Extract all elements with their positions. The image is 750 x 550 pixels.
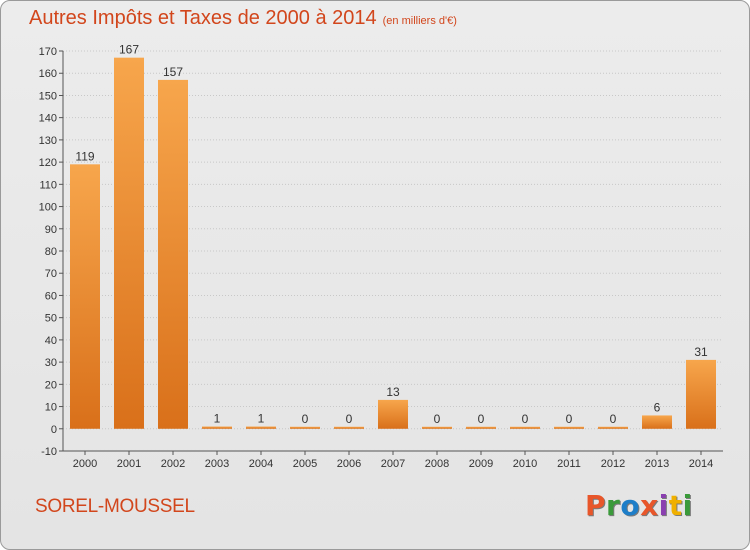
y-tick-label: 110	[39, 179, 57, 191]
commune-name: SOREL-MOUSSEL	[35, 496, 195, 517]
data-label-2000: 119	[75, 149, 94, 163]
bar-2003	[202, 426, 232, 429]
x-tick-label-2003: 2003	[205, 458, 229, 470]
logo-letter: i	[658, 489, 669, 522]
bar-2002	[158, 79, 188, 429]
y-tick-label: -10	[41, 446, 57, 458]
x-tick-label-2012: 2012	[601, 458, 625, 470]
bar-2013	[642, 415, 672, 429]
x-tick-label-2006: 2006	[337, 458, 361, 470]
axes: -100102030405060708090100110120130140150…	[39, 46, 723, 470]
y-tick-label: 70	[45, 268, 57, 280]
data-label-2014: 31	[694, 345, 708, 359]
logo-letter: r	[606, 489, 621, 522]
y-tick-label: 80	[45, 246, 57, 258]
y-tick-label: 60	[45, 290, 57, 302]
y-tick-label: 130	[39, 135, 57, 147]
proxiti-logo[interactable]: Proxiti	[585, 489, 693, 522]
x-tick-label-2007: 2007	[381, 458, 405, 470]
y-tick-label: 30	[45, 357, 57, 369]
x-tick-label-2001: 2001	[117, 458, 141, 470]
data-label-2002: 157	[163, 65, 183, 79]
chart-unit-subtitle: (en milliers d'€)	[382, 15, 457, 27]
y-tick-label: 10	[45, 402, 57, 414]
bar-2006	[334, 426, 364, 429]
logo-letter: o	[620, 489, 641, 522]
chart-title-text: Autres Impôts et Taxes de 2000 à 2014	[29, 7, 377, 29]
x-tick-label-2014: 2014	[689, 458, 713, 470]
bar-2014	[686, 359, 716, 429]
y-tick-label: 170	[39, 46, 57, 58]
y-tick-label: 160	[39, 68, 57, 80]
y-tick-label: 120	[39, 157, 57, 169]
x-tick-label-2009: 2009	[469, 458, 493, 470]
bars	[70, 57, 716, 429]
data-label-2003: 1	[214, 412, 221, 426]
x-tick-label-2008: 2008	[425, 458, 449, 470]
bar-2007	[378, 399, 408, 429]
data-label-2013: 6	[654, 400, 661, 414]
data-label-2004: 1	[258, 412, 265, 426]
data-label-2001: 167	[119, 43, 139, 57]
data-label-2005: 0	[302, 412, 309, 426]
bar-2004	[246, 426, 276, 429]
logo-letter: P	[585, 489, 607, 522]
x-tick-label-2000: 2000	[73, 458, 97, 470]
y-tick-label: 0	[51, 424, 57, 436]
logo-letter: i	[682, 489, 693, 522]
x-tick-label-2011: 2011	[557, 458, 581, 470]
data-labels: 119 167 157 1 1 0 0 13 0 0 0 0 0 6 31	[75, 43, 708, 426]
data-label-2006: 0	[346, 412, 353, 426]
y-tick-label: 150	[39, 90, 57, 102]
x-tick-label-2004: 2004	[249, 458, 273, 470]
bar-2011	[554, 426, 584, 429]
data-label-2009: 0	[478, 412, 485, 426]
bar-2001	[114, 57, 144, 429]
y-tick-label: 90	[45, 224, 57, 236]
logo-letter: t	[668, 489, 683, 522]
x-tick-label-2010: 2010	[513, 458, 537, 470]
bar-2000	[70, 164, 100, 429]
data-label-2011: 0	[566, 412, 573, 426]
y-tick-label: 100	[39, 202, 57, 214]
bar-2008	[422, 426, 452, 429]
data-label-2012: 0	[610, 412, 617, 426]
data-label-2010: 0	[522, 412, 529, 426]
y-tick-label: 140	[39, 113, 57, 125]
bar-2009	[466, 426, 496, 429]
x-tick-label-2013: 2013	[645, 458, 669, 470]
y-tick-label: 40	[45, 335, 57, 347]
bar-2010	[510, 426, 540, 429]
logo-letter: x	[640, 489, 659, 522]
y-tick-label: 50	[45, 313, 57, 325]
y-tick-label: 20	[45, 379, 57, 391]
x-tick-label-2005: 2005	[293, 458, 317, 470]
bar-2012	[598, 426, 628, 429]
bar-2005	[290, 426, 320, 429]
data-label-2007: 13	[386, 385, 400, 399]
chart-title: Autres Impôts et Taxes de 2000 à 2014 (en…	[29, 7, 457, 30]
x-tick-label-2002: 2002	[161, 458, 185, 470]
data-label-2008: 0	[434, 412, 441, 426]
